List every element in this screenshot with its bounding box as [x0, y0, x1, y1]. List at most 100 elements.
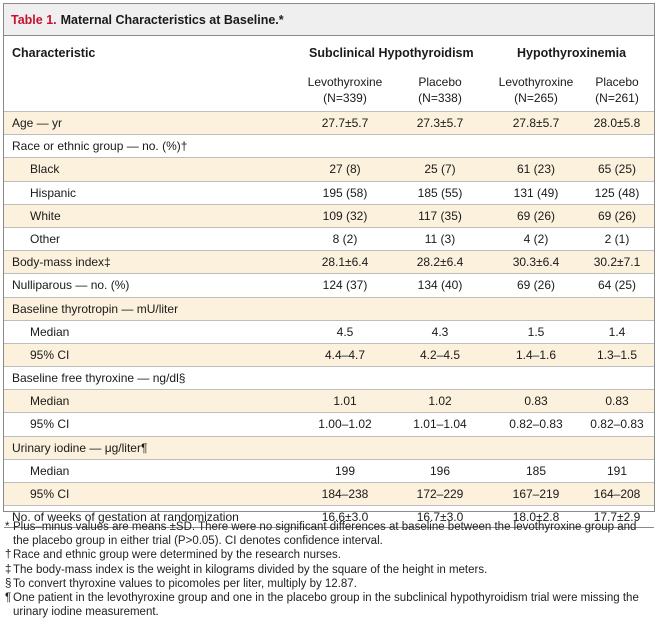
table-cell: 2 (1) — [604, 231, 630, 246]
table-cell: 69 (26) — [597, 208, 637, 223]
table-cell: 69 (26) — [516, 278, 556, 293]
footnote-text: To convert thyroxine values to picomoles… — [13, 577, 357, 590]
row-label: 95% CI — [30, 417, 70, 432]
table-row: Age — yr 27.7±5.7 27.3±5.7 27.8±5.7 28.0±5.8 — [4, 111, 654, 135]
row-label: Body-mass index‡ — [12, 255, 111, 270]
table-cell: 16.7±3.0 — [416, 510, 464, 525]
table-cell: 4.5 — [336, 324, 354, 339]
table-row: White 109 (32) 117 (35) 69 (26) 69 (26) — [4, 203, 654, 227]
table-cell: 4.2–4.5 — [419, 347, 461, 362]
table-cell: 17.7±2.9 — [593, 510, 641, 525]
table-cell: 30.2±7.1 — [593, 255, 641, 270]
table-cell: 0.82–0.83 — [509, 417, 563, 432]
table-cell: 1.00–1.02 — [318, 417, 372, 432]
row-label: Black — [30, 162, 60, 177]
table-row: Race or ethnic group — no. (%)† — [4, 134, 654, 157]
table-row: Urinary iodine — μg/liter¶ — [4, 435, 654, 459]
table-header: Characteristic Subclinical Hypothyroidis… — [4, 36, 654, 111]
table-cell: 1.01 — [333, 394, 357, 409]
footnote-symbol: § — [5, 577, 12, 590]
row-label: Median — [30, 394, 70, 409]
row-label: Race or ethnic group — no. (%)† — [12, 139, 188, 154]
table-cell: 131 (49) — [513, 185, 559, 200]
table-cell: 167–219 — [512, 487, 560, 501]
table-cell: 191 — [606, 463, 628, 478]
table-cell: 0.83 — [605, 394, 629, 409]
row-label: Age — yr — [12, 116, 63, 130]
table-cell: 25 (7) — [424, 162, 456, 177]
footnote-symbol: ‡ — [5, 563, 12, 576]
footnote-symbol: ¶ — [5, 592, 12, 605]
row-label: 95% CI — [30, 347, 70, 362]
table-body: Age — yr 27.7±5.7 27.3±5.7 27.8±5.7 28.0±5.8… — [4, 111, 654, 529]
footnote-symbol: * — [5, 521, 10, 533]
table-cell: 172–229 — [416, 487, 464, 501]
table-cell: 4.4–4.7 — [324, 347, 366, 362]
row-label: Baseline free thyroxine — ng/dl§ — [12, 371, 186, 386]
table-cell: 117 (35) — [418, 208, 462, 223]
row-label: No. of weeks of gestation at randomizati… — [12, 510, 239, 525]
table-cell: 28.2±6.4 — [416, 255, 464, 270]
table-row: Hispanic 195 (58) 185 (55) 131 (49) 125 (48) — [4, 180, 654, 204]
table-cell: 1.5 — [527, 324, 545, 339]
table-cell: 11 (3) — [424, 231, 456, 246]
col-header-line: Placebo — [595, 75, 639, 89]
table-row: Median 199 196 185 191 — [4, 458, 654, 482]
table-cell: 196 — [429, 463, 451, 478]
table-cell: 195 (58) — [322, 185, 368, 200]
table-row: 95% CI 1.00–1.02 1.01–1.04 0.82–0.83 0.82–0.… — [4, 412, 654, 435]
table-label: Table 1. — [11, 12, 57, 27]
table-row: 95% CI 184–238 172–229 167–219 164–208 — [4, 482, 654, 506]
row-label: Urinary iodine — μg/liter¶ — [12, 440, 148, 455]
footnote: ‡ The body-mass index is the weight in ki… — [5, 563, 655, 577]
col-header-line: (N=339) — [323, 91, 367, 105]
col-header-line: (N=265) — [514, 91, 558, 105]
table-row: No. of weeks of gestation at randomizati… — [4, 505, 654, 529]
table-row: Other 8 (2) 11 (3) 4 (2) 2 (1) — [4, 226, 654, 250]
table-row: Median 1.01 1.02 0.83 0.83 — [4, 389, 654, 413]
table-cell: 65 (25) — [597, 162, 637, 177]
col-header-3: Levothyroxine (N=265) — [478, 74, 594, 106]
table-cell: 0.82–0.83 — [590, 417, 644, 432]
footnote: * Plus–minus values are means ±SD. There … — [5, 520, 655, 548]
table-cell: 69 (26) — [516, 208, 556, 223]
table-cell: 27 (8) — [329, 162, 361, 177]
row-label: Median — [30, 463, 70, 478]
row-label: Baseline thyrotropin — mU/liter — [12, 301, 179, 316]
table-cell: 16.6±3.0 — [321, 510, 369, 525]
table-row: Body-mass index‡ 28.1±6.4 28.2±6.4 30.3±6.4… — [4, 250, 654, 274]
table-title: Maternal Characteristics at Baseline.* — [60, 12, 284, 27]
table-cell: 1.01–1.04 — [413, 417, 467, 432]
characteristic-header: Characteristic — [12, 46, 96, 60]
footnote-text: The body-mass index is the weight in kil… — [13, 563, 488, 576]
table-row: Nulliparous — no. (%) 124 (37) 134 (40) 69 … — [4, 273, 654, 296]
footnote-text: Race and ethnic group were determined by… — [13, 549, 341, 562]
table-title-bar: Table 1. Maternal Characteristics at Bas… — [4, 4, 654, 36]
table-row: Baseline free thyroxine — ng/dl§ — [4, 366, 654, 389]
table-cell: 0.83 — [524, 394, 548, 409]
footnote: † Race and ethnic group were determined b… — [5, 548, 655, 562]
col-header-line: Levothyroxine — [498, 75, 574, 89]
table-cell: 61 (23) — [516, 162, 556, 177]
row-label: Median — [30, 324, 70, 339]
col-header-4: Placebo (N=261) — [578, 74, 656, 106]
table-cell: 4.3 — [431, 324, 449, 339]
table-cell: 185 (55) — [417, 185, 463, 200]
table-cell: 64 (25) — [597, 278, 637, 293]
table-cell: 164–208 — [593, 487, 641, 501]
table-cell: 109 (32) — [322, 208, 368, 223]
table-cell: 1.4–1.6 — [515, 347, 557, 362]
row-label: Hispanic — [30, 185, 77, 200]
col-header-1: Levothyroxine (N=339) — [287, 74, 403, 106]
table-frame: Table 1. Maternal Characteristics at Bas… — [3, 3, 655, 529]
table-cell: 199 — [334, 463, 356, 478]
row-label: Nulliparous — no. (%) — [12, 278, 130, 293]
table-cell: 27.3±5.7 — [416, 116, 464, 130]
footnote-symbol: † — [5, 549, 12, 562]
table-cell: 8 (2) — [332, 231, 358, 246]
col-header-line: (N=338) — [418, 91, 462, 105]
table-cell: 27.8±5.7 — [512, 116, 560, 130]
row-label: White — [30, 208, 61, 223]
table-cell: 28.1±6.4 — [321, 255, 369, 270]
group-header-hypothyroxinemia: Hypothyroxinemia — [517, 46, 627, 60]
